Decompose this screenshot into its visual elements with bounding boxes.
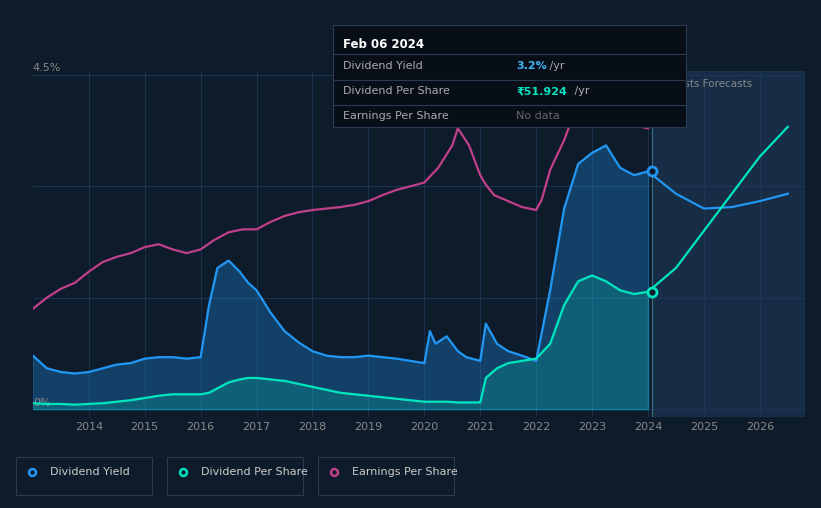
FancyBboxPatch shape: [16, 457, 152, 495]
Text: Analysts Forecasts: Analysts Forecasts: [655, 79, 753, 88]
Text: Dividend Per Share: Dividend Per Share: [201, 467, 308, 478]
FancyBboxPatch shape: [319, 457, 454, 495]
Text: No data: No data: [516, 111, 560, 121]
Text: Earnings Per Share: Earnings Per Share: [343, 111, 449, 121]
Text: Dividend Yield: Dividend Yield: [50, 467, 130, 478]
Text: 4.5%: 4.5%: [33, 64, 62, 73]
Text: Dividend Yield: Dividend Yield: [343, 61, 423, 71]
Text: /yr: /yr: [546, 61, 565, 71]
Text: ₹51.924: ₹51.924: [516, 86, 567, 97]
Text: 0%: 0%: [33, 398, 50, 407]
Text: /yr: /yr: [571, 86, 589, 97]
FancyBboxPatch shape: [167, 457, 303, 495]
Bar: [653, 71, 805, 417]
Text: Past: Past: [628, 79, 649, 88]
Text: 3.2%: 3.2%: [516, 61, 547, 71]
Text: Earnings Per Share: Earnings Per Share: [352, 467, 458, 478]
Text: Feb 06 2024: Feb 06 2024: [343, 38, 424, 51]
Text: Dividend Per Share: Dividend Per Share: [343, 86, 450, 97]
